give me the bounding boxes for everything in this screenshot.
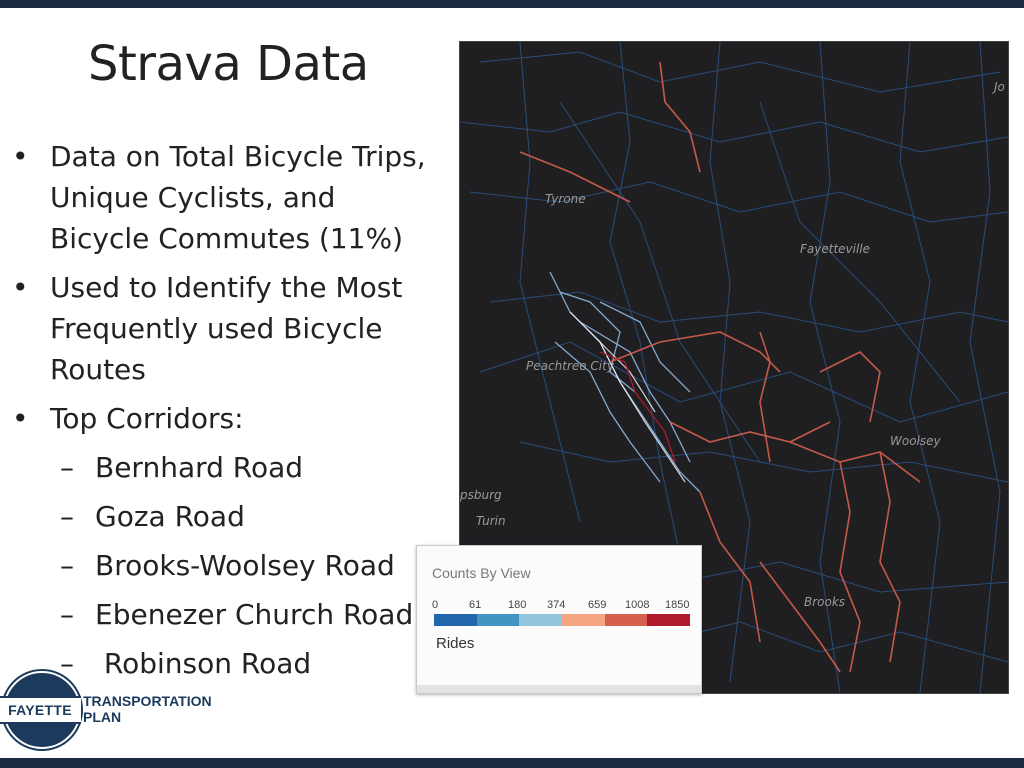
- corridor-text: Ebenezer Church Road: [95, 598, 414, 631]
- label-jo: Jo: [994, 80, 1005, 94]
- bullet-text: Top Corridors:: [50, 402, 244, 435]
- legend-tick: 0: [432, 599, 439, 611]
- slide-title: Strava Data: [88, 36, 369, 92]
- dash-marker: –: [60, 451, 74, 484]
- label-turin: Turin: [476, 514, 506, 528]
- label-woolsey: Woolsey: [890, 434, 941, 448]
- bullet-item: • Top Corridors:: [0, 398, 430, 439]
- bullet-list: • Data on Total Bicycle Trips, Unique Cyc…: [0, 136, 430, 692]
- dash-marker: –: [60, 549, 74, 582]
- logo-line-1: TRANSPORTATION: [83, 693, 212, 709]
- bullet-item: • Used to Identify the Most Frequently us…: [0, 267, 430, 390]
- legend-swatch: [604, 614, 648, 626]
- corridor-text: Brooks-Woolsey Road: [95, 549, 395, 582]
- dash-marker: –: [60, 500, 74, 533]
- bottom-border-bar: [0, 758, 1024, 768]
- label-tyrone: Tyrone: [545, 192, 586, 206]
- legend-ticks: 0 61 180 374 659 1008 1850: [432, 599, 692, 613]
- legend-panel: Counts By View 0 61 180 374 659 1008 185…: [416, 545, 702, 694]
- corridor-item: – Robinson Road: [0, 643, 430, 684]
- legend-swatch: [476, 614, 520, 626]
- corridor-text: Robinson Road: [95, 647, 312, 680]
- legend-swatch: [647, 614, 691, 626]
- logo-line-2: PLAN: [83, 709, 122, 725]
- route-network: [460, 42, 1008, 693]
- logo-wordmark: TRANSPORTATION PLAN: [83, 693, 212, 725]
- bullet-dot: •: [12, 402, 29, 435]
- top-border-bar: [0, 0, 1024, 8]
- legend-swatch: [519, 614, 563, 626]
- corridor-item: – Ebenezer Church Road: [0, 594, 430, 635]
- corridor-item: – Goza Road: [0, 496, 430, 537]
- corridor-text: Goza Road: [95, 500, 245, 533]
- dash-marker: –: [60, 647, 74, 680]
- bullet-text: Used to Identify the Most Frequently use…: [50, 271, 403, 386]
- legend-title: Counts By View: [432, 565, 531, 581]
- legend-tick: 1008: [625, 599, 650, 611]
- legend-tick: 1850: [665, 599, 690, 611]
- label-fayetteville: Fayetteville: [800, 242, 871, 256]
- label-sburg: psburg: [460, 488, 502, 502]
- legend-footer-strip: [417, 685, 701, 693]
- legend-tick: 180: [508, 599, 527, 611]
- corridor-text: Bernhard Road: [95, 451, 304, 484]
- logo-badge-text: FAYETTE: [0, 696, 81, 724]
- bullet-text: Data on Total Bicycle Trips, Unique Cycl…: [50, 140, 426, 255]
- bullet-dot: •: [12, 271, 29, 304]
- legend-tick: 374: [547, 599, 566, 611]
- corridor-item: – Bernhard Road: [0, 447, 430, 488]
- fayette-logo: FAYETTE TRANSPORTATION PLAN: [0, 671, 223, 749]
- legend-tick: 61: [469, 599, 482, 611]
- legend-tick: 659: [588, 599, 607, 611]
- label-peachtree-city: Peachtree City: [526, 359, 614, 373]
- bullet-item: • Data on Total Bicycle Trips, Unique Cyc…: [0, 136, 430, 259]
- legend-color-scale: [434, 614, 691, 626]
- bullet-dot: •: [12, 140, 29, 173]
- label-brooks: Brooks: [804, 595, 846, 609]
- legend-swatch: [434, 614, 477, 626]
- corridor-item: – Brooks-Woolsey Road: [0, 545, 430, 586]
- legend-swatch: [562, 614, 605, 626]
- dash-marker: –: [60, 598, 74, 631]
- legend-unit-label: Rides: [436, 635, 475, 652]
